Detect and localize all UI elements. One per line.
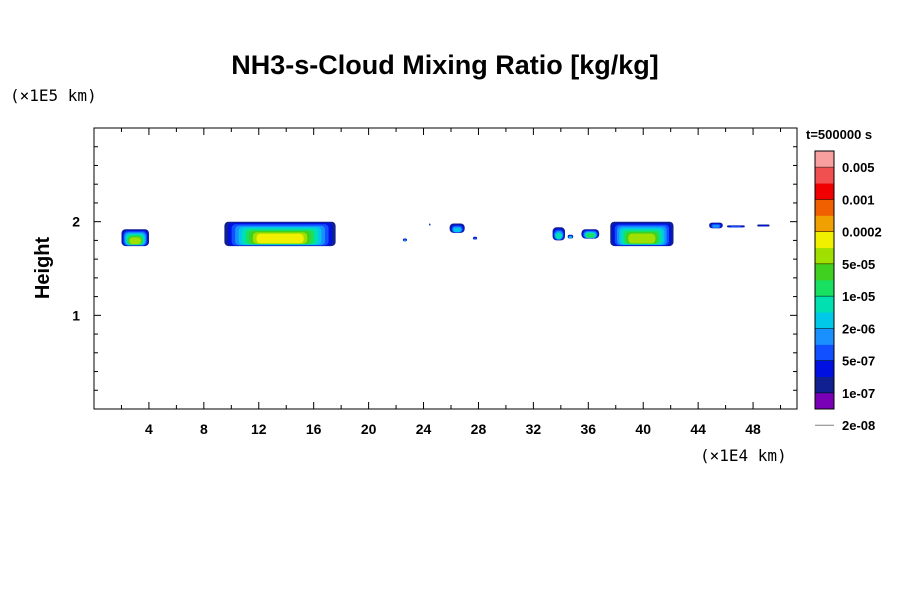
cloud-7 bbox=[567, 234, 574, 239]
cloud-0 bbox=[121, 229, 149, 247]
cloud-layer bbox=[555, 233, 562, 240]
cloud-layer bbox=[256, 233, 304, 244]
colorbar-label: 1e-07 bbox=[842, 386, 875, 401]
colorbar-swatch bbox=[815, 328, 834, 345]
colorbar: 0.005 0.001 0.0002 5e-05 1e-05 2e-06 5e-07 1e-0… bbox=[814, 150, 882, 433]
cloud-field bbox=[121, 221, 770, 247]
colorbar-frame bbox=[814, 150, 835, 410]
cloud-3 bbox=[429, 223, 431, 226]
x-tick-label: 4 bbox=[145, 421, 153, 437]
colorbar-swatch bbox=[815, 167, 834, 184]
y-tick-label: 2 bbox=[72, 214, 80, 230]
colorbar-swatch bbox=[815, 151, 834, 168]
cloud-layer bbox=[403, 239, 406, 242]
colorbar-label: 5e-07 bbox=[842, 354, 875, 369]
colorbar-label: 2e-06 bbox=[842, 321, 875, 336]
cloud-11 bbox=[727, 225, 745, 228]
x-tick-label: 28 bbox=[471, 421, 487, 437]
x-tick-label: 20 bbox=[361, 421, 377, 437]
cloud-layer bbox=[129, 237, 142, 245]
cloud-layer bbox=[473, 237, 477, 240]
colorbar-swatch bbox=[815, 231, 834, 249]
x-tick-label: 36 bbox=[581, 421, 597, 437]
x-tick-label: 48 bbox=[745, 421, 761, 437]
colorbar-swatch bbox=[815, 376, 834, 394]
colorbar-swatch bbox=[815, 296, 834, 313]
colorbar-swatch bbox=[815, 392, 834, 410]
colorbar-label: 0.001 bbox=[842, 192, 875, 207]
cloud-9 bbox=[610, 221, 674, 247]
x-tick-label: 40 bbox=[635, 421, 651, 437]
x-tick-label: 32 bbox=[526, 421, 542, 437]
colorbar-label: 0.0002 bbox=[842, 225, 882, 240]
colorbar-label: 1e-05 bbox=[842, 289, 875, 304]
cloud-6 bbox=[552, 227, 565, 241]
x-tick-label: 24 bbox=[416, 421, 432, 437]
colorbar-swatch bbox=[815, 312, 834, 329]
colorbar-swatch bbox=[815, 263, 834, 281]
cloud-12 bbox=[757, 224, 770, 227]
cloud-layer bbox=[429, 224, 431, 226]
cloud-2 bbox=[402, 238, 407, 242]
cloud-layer bbox=[759, 225, 768, 227]
colorbar-swatch bbox=[815, 344, 834, 361]
cloud-5 bbox=[473, 236, 478, 240]
x-tick-label: 12 bbox=[251, 421, 267, 437]
colorbar-label: 0.005 bbox=[842, 160, 875, 175]
cloud-8 bbox=[581, 229, 600, 239]
y-unit-label: (×1E5 km) bbox=[10, 86, 97, 105]
cloud-1 bbox=[224, 221, 336, 247]
colorbar-label: 5e-05 bbox=[842, 257, 875, 272]
chart-title: NH3-s-Cloud Mixing Ratio [kg/kg] bbox=[231, 50, 659, 80]
x-unit-label: (×1E4 km) bbox=[700, 446, 787, 465]
plot-frame bbox=[93, 127, 798, 410]
y-axis-title: Height bbox=[32, 237, 54, 300]
colorbar-label: 2e-08 bbox=[842, 418, 875, 433]
cloud-layer bbox=[712, 224, 720, 228]
cloud-layer bbox=[586, 233, 595, 238]
cloud-layer bbox=[628, 233, 656, 244]
x-tick-label: 44 bbox=[690, 421, 706, 437]
colorbar-swatch bbox=[815, 215, 834, 232]
colorbar-swatch bbox=[815, 360, 834, 378]
colorbar-swatch bbox=[815, 183, 834, 200]
x-tick-label: 8 bbox=[200, 421, 208, 437]
colorbar-swatch bbox=[815, 280, 834, 297]
cloud-10 bbox=[709, 222, 723, 229]
colorbar-swatch bbox=[815, 199, 834, 216]
cloud-layer bbox=[453, 227, 461, 232]
colorbar-swatch bbox=[815, 247, 834, 265]
cloud-layer bbox=[730, 226, 741, 228]
y-tick-label: 1 bbox=[72, 307, 80, 323]
time-label: t=500000 s bbox=[806, 127, 872, 142]
cloud-4 bbox=[449, 223, 465, 233]
cloud-layer bbox=[569, 236, 572, 239]
x-tick-label: 16 bbox=[306, 421, 322, 437]
